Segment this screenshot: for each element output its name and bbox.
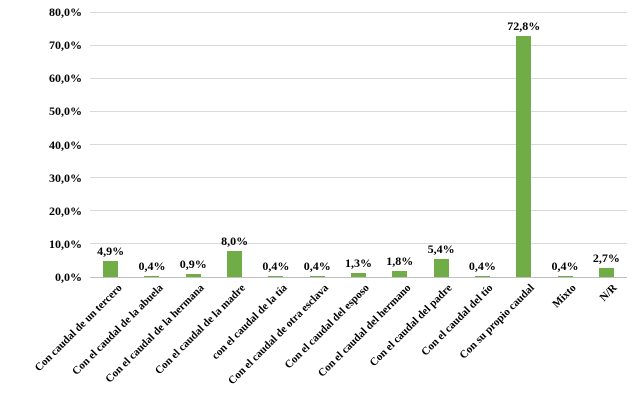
bar bbox=[598, 268, 614, 277]
bar-value-label: 0,9% bbox=[179, 257, 207, 272]
gridline bbox=[90, 11, 627, 13]
x-axis-category-label: Con el caudal del tío bbox=[419, 282, 496, 359]
gridline bbox=[90, 144, 627, 145]
gridline bbox=[90, 177, 627, 179]
bar-value-label: 1,3% bbox=[345, 255, 372, 270]
gridline bbox=[90, 243, 627, 245]
x-axis-category-label: N/R bbox=[597, 282, 620, 304]
bar-value-label: 0,4% bbox=[551, 258, 579, 273]
bar bbox=[351, 272, 366, 277]
bar-value-label: 2,7% bbox=[592, 251, 620, 266]
bar bbox=[516, 35, 532, 277]
gridline bbox=[90, 77, 627, 79]
y-axis-tick-label: 60,0% bbox=[49, 71, 82, 86]
bar-value-label: 4,9% bbox=[97, 243, 125, 258]
bar-value-label: 5,4% bbox=[427, 242, 455, 257]
y-axis-tick-label: 0,0% bbox=[55, 270, 82, 284]
y-axis-tick-label: 30,0% bbox=[49, 170, 82, 185]
y-axis-tick-label: 20,0% bbox=[49, 203, 82, 218]
bar bbox=[433, 259, 449, 277]
gridline bbox=[90, 110, 627, 112]
bar bbox=[103, 260, 119, 277]
bar bbox=[392, 271, 408, 277]
bar-value-label: 0,4% bbox=[303, 258, 331, 273]
bar-value-label: 1,8% bbox=[386, 254, 414, 269]
gridline bbox=[90, 210, 627, 212]
bar bbox=[474, 275, 490, 277]
y-axis-tick-label: 40,0% bbox=[49, 137, 82, 152]
y-axis-tick-label: 80,0% bbox=[49, 5, 82, 19]
bar bbox=[185, 274, 201, 277]
bar bbox=[309, 275, 325, 277]
bar bbox=[144, 275, 160, 277]
bar-value-label: 0,4% bbox=[468, 258, 496, 273]
bar-value-label: 0,4% bbox=[262, 258, 290, 273]
gridline bbox=[90, 44, 627, 46]
y-axis-tick-label: 70,0% bbox=[49, 38, 82, 53]
bar-value-label: 0,4% bbox=[138, 258, 166, 273]
bar bbox=[227, 250, 243, 277]
bar bbox=[557, 275, 573, 277]
bar bbox=[268, 275, 284, 277]
x-axis-category-label: Mixto bbox=[550, 282, 579, 311]
x-axis-category-label: con el caudal de la tía bbox=[209, 282, 290, 363]
bar-value-label: 8,0% bbox=[221, 233, 249, 248]
x-axis-category-label: Con su propio caudal bbox=[457, 282, 538, 362]
y-axis-tick-label: 50,0% bbox=[49, 104, 82, 119]
bar-value-label: 72,8% bbox=[507, 18, 541, 33]
y-axis-tick-label: 10,0% bbox=[49, 236, 82, 251]
